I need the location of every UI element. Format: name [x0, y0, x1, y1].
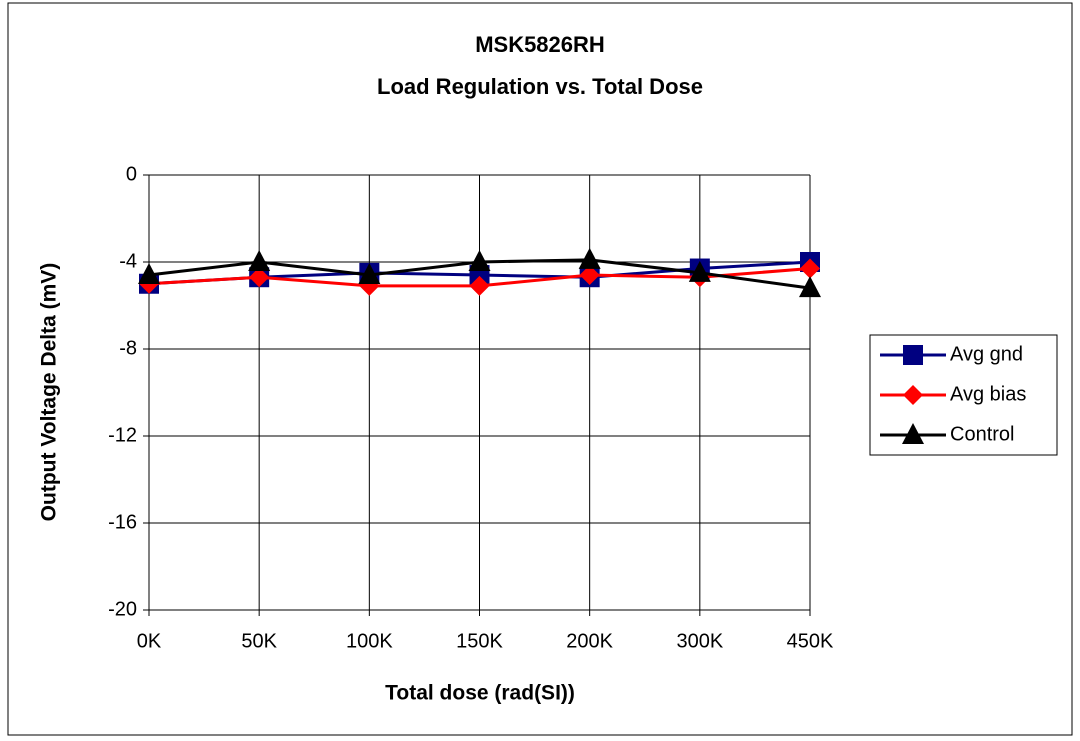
- y-tick-label: -12: [108, 424, 137, 446]
- marker: [800, 258, 820, 279]
- marker: [799, 276, 821, 298]
- marker: [579, 265, 600, 286]
- y-tick-label: -8: [119, 337, 137, 359]
- chart-title: MSK5826RH: [475, 32, 605, 57]
- marker: [469, 275, 490, 296]
- x-tick-label: 450K: [787, 630, 834, 652]
- y-axis-label: Output Voltage Delta (mV): [38, 263, 61, 522]
- legend-marker: [903, 345, 923, 365]
- y-tick-label: -16: [108, 511, 137, 533]
- marker: [688, 260, 711, 282]
- marker: [138, 263, 160, 285]
- y-tick-label: -20: [108, 598, 137, 620]
- x-tick-label: 0K: [137, 630, 162, 652]
- legend-marker: [902, 423, 924, 444]
- marker: [249, 267, 270, 288]
- legend-label: Control: [950, 423, 1014, 445]
- legend-marker: [903, 385, 923, 405]
- x-axis-label: Total dose (rad(SI)): [385, 682, 575, 705]
- marker: [358, 263, 381, 285]
- marker: [578, 247, 601, 269]
- y-tick-label: 0: [126, 163, 137, 185]
- x-tick-label: 300K: [676, 630, 723, 652]
- chart-title: Load Regulation vs. Total Dose: [377, 74, 703, 99]
- x-tick-label: 100K: [346, 630, 393, 652]
- x-tick-label: 150K: [456, 630, 503, 652]
- legend-label: Avg gnd: [950, 343, 1023, 365]
- legend-label: Avg bias: [950, 383, 1026, 405]
- marker: [248, 250, 271, 271]
- x-tick-label: 50K: [241, 630, 277, 652]
- x-tick-label: 200K: [566, 630, 613, 652]
- y-tick-label: -4: [119, 250, 137, 272]
- marker: [468, 250, 491, 271]
